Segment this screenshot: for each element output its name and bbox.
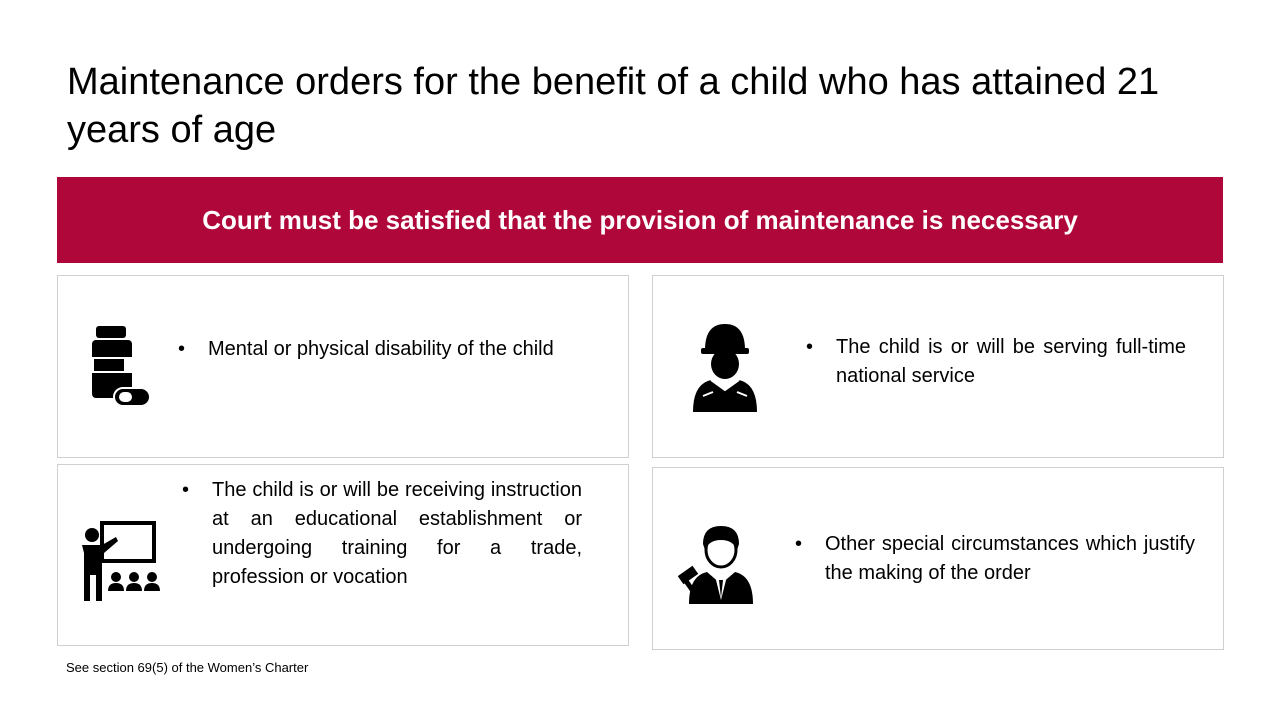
card-disability: • Mental or physical disability of the c…	[57, 275, 629, 458]
card-education: • The child is or will be receiving inst…	[57, 464, 629, 646]
card-text: • Mental or physical disability of the c…	[178, 335, 578, 364]
bullet: •	[182, 479, 190, 501]
bullet: •	[806, 336, 814, 358]
card-national-service-text: The child is or will be serving full-tim…	[836, 336, 1186, 387]
soldier-icon	[693, 324, 757, 412]
card-text: • The child is or will be serving full-t…	[806, 333, 1186, 391]
requirement-banner: Court must be satisfied that the provisi…	[57, 177, 1223, 263]
card-text: • Other special circumstances which just…	[795, 530, 1195, 588]
card-special-text: Other special circumstances which justif…	[825, 533, 1195, 584]
banner-text: Court must be satisfied that the provisi…	[202, 204, 1078, 235]
card-disability-text: Mental or physical disability of the chi…	[208, 338, 554, 360]
card-special-circumstances: • Other special circumstances which just…	[652, 467, 1224, 650]
teacher-classroom-icon	[82, 521, 160, 601]
card-education-text: The child is or will be receiving instru…	[212, 479, 582, 588]
bullet: •	[795, 533, 803, 555]
judge-gavel-icon	[677, 526, 753, 604]
medicine-bottle-pill-icon	[92, 326, 151, 407]
slide-title: Maintenance orders for the benefit of a …	[67, 61, 1160, 151]
card-text: • The child is or will be receiving inst…	[182, 476, 582, 592]
card-national-service: • The child is or will be serving full-t…	[652, 275, 1224, 458]
bullet: •	[178, 338, 186, 360]
footnote: See section 69(5) of the Women’s Charter	[66, 660, 309, 675]
